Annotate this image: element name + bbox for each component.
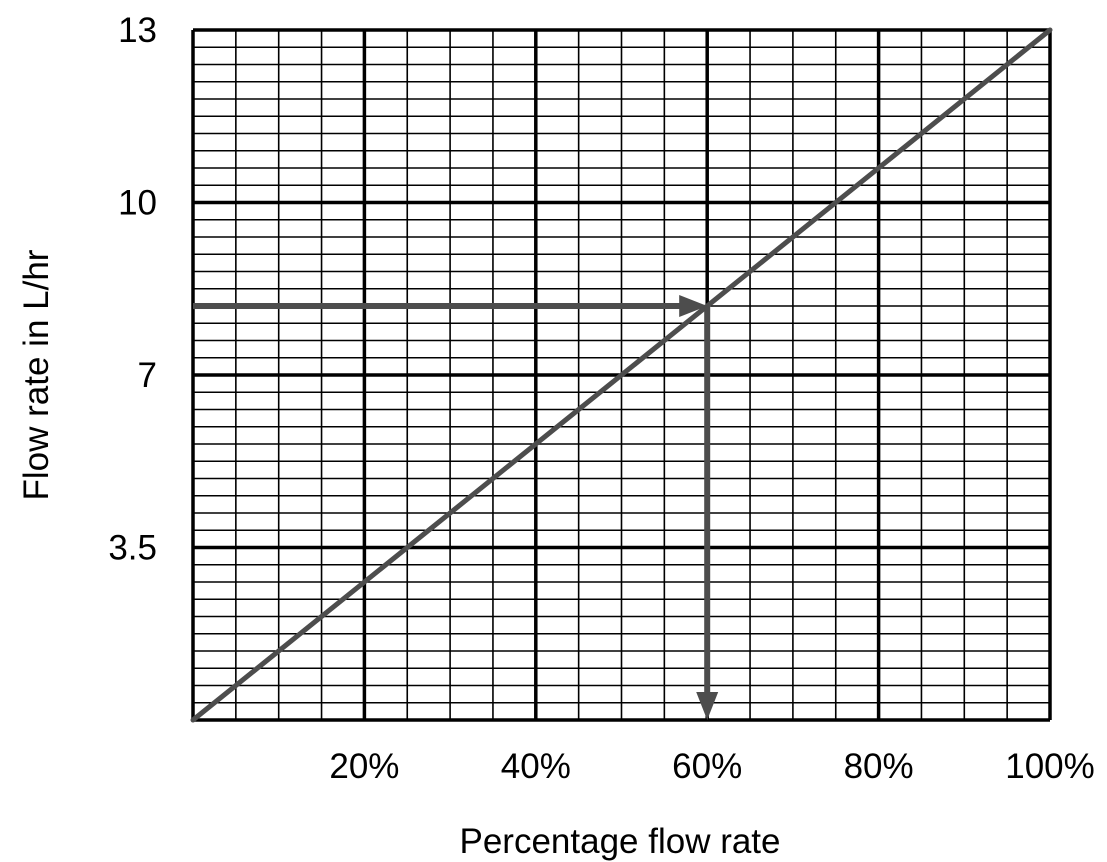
y-axis-title: Flow rate in L/hr	[17, 249, 56, 500]
series-line-0	[190, 27, 1053, 723]
y-tick-labels: 3.5 7 10 13	[108, 11, 157, 568]
x-axis-title: Percentage flow rate	[459, 822, 780, 861]
series-layer	[190, 27, 1053, 723]
y-tick-label: 7	[138, 356, 157, 395]
reading-arrows	[193, 295, 719, 720]
y-tick-label: 13	[118, 11, 157, 50]
y-tick-label: 3.5	[108, 529, 157, 568]
y-tick-label: 10	[118, 184, 157, 223]
reading-arrowhead-vertical	[696, 692, 719, 720]
x-tick-label: 20%	[329, 747, 399, 786]
reading-arrowhead-horizontal	[679, 295, 708, 317]
x-tick-label: 40%	[501, 747, 571, 786]
x-tick-label: 60%	[672, 747, 742, 786]
x-tick-label: 80%	[844, 747, 914, 786]
x-tick-label: 100%	[1005, 747, 1095, 786]
x-tick-labels: 20% 40% 60% 80% 100%	[329, 747, 1094, 786]
